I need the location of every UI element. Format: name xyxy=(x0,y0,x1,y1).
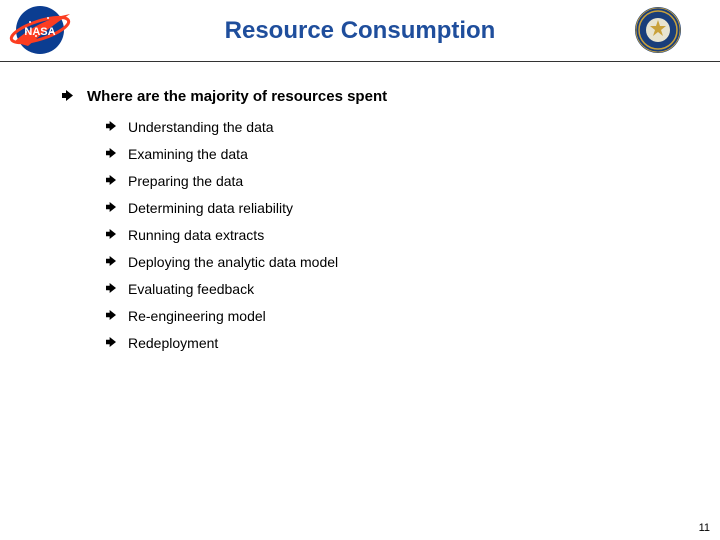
seal-icon xyxy=(634,6,682,54)
sub-bullet: Redeployment xyxy=(106,335,680,351)
sub-bullet: Re-engineering model xyxy=(106,308,680,324)
sub-bullet: Deploying the analytic data model xyxy=(106,254,680,270)
sub-bullet-text: Understanding the data xyxy=(128,119,274,135)
slide-header: NASA Resource Consumption xyxy=(0,0,720,62)
bullet-arrow-icon xyxy=(106,121,116,131)
sub-bullet-text: Running data extracts xyxy=(128,227,264,243)
slide-content: Where are the majority of resources spen… xyxy=(0,62,720,351)
bullet-arrow-icon xyxy=(106,148,116,158)
slide-title: Resource Consumption xyxy=(225,17,496,45)
sub-bullet: Examining the data xyxy=(106,146,680,162)
bullet-arrow-icon xyxy=(106,175,116,185)
sub-bullet-list: Understanding the data Examining the dat… xyxy=(106,119,680,351)
sub-bullet: Preparing the data xyxy=(106,173,680,189)
main-bullet-text: Where are the majority of resources spen… xyxy=(87,88,387,105)
bullet-arrow-icon xyxy=(106,202,116,212)
sub-bullet-text: Evaluating feedback xyxy=(128,281,254,297)
page-number: 11 xyxy=(699,522,710,534)
sub-bullet-text: Determining data reliability xyxy=(128,200,293,216)
bullet-arrow-icon xyxy=(106,256,116,266)
bullet-arrow-icon xyxy=(106,310,116,320)
sub-bullet-text: Re-engineering model xyxy=(128,308,266,324)
sub-bullet: Evaluating feedback xyxy=(106,281,680,297)
sub-bullet-text: Redeployment xyxy=(128,335,218,351)
bullet-arrow-icon xyxy=(62,90,73,101)
sub-bullet-text: Preparing the data xyxy=(128,173,243,189)
sub-bullet: Understanding the data xyxy=(106,119,680,135)
bullet-arrow-icon xyxy=(106,337,116,347)
sub-bullet-text: Deploying the analytic data model xyxy=(128,254,338,270)
sub-bullet: Running data extracts xyxy=(106,227,680,243)
sub-bullet-text: Examining the data xyxy=(128,146,248,162)
bullet-arrow-icon xyxy=(106,229,116,239)
svg-text:NASA: NASA xyxy=(24,26,55,38)
main-bullet: Where are the majority of resources spen… xyxy=(62,88,680,105)
bullet-arrow-icon xyxy=(106,283,116,293)
sub-bullet: Determining data reliability xyxy=(106,200,680,216)
nasa-logo-icon: NASA xyxy=(8,2,78,58)
